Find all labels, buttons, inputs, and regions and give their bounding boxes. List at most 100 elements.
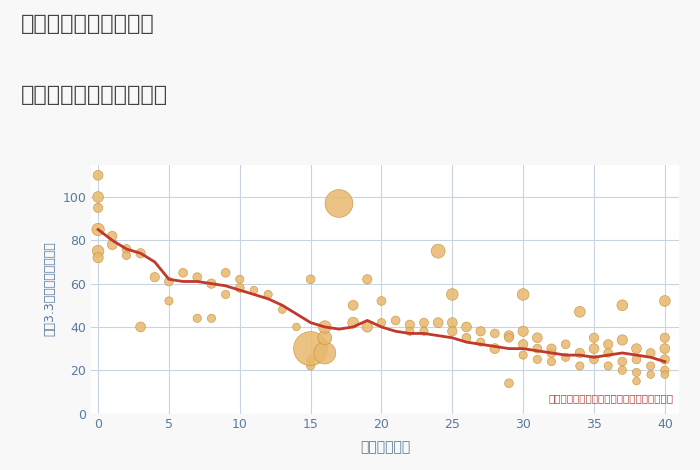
Point: [645, 362, 657, 370]
Point: [532, 345, 543, 352]
Point: [517, 291, 528, 298]
Point: [546, 349, 557, 357]
Point: [532, 356, 543, 363]
Point: [631, 377, 642, 385]
Point: [248, 286, 260, 294]
Point: [560, 341, 571, 348]
Point: [347, 319, 358, 326]
Point: [178, 269, 189, 276]
Point: [517, 328, 528, 335]
Point: [603, 349, 614, 357]
Y-axis label: 坪（3.3㎡）単価（万円）: 坪（3.3㎡）単価（万円）: [43, 242, 57, 337]
Point: [305, 356, 316, 363]
Point: [461, 323, 472, 331]
Point: [305, 362, 316, 370]
Point: [560, 353, 571, 361]
Point: [489, 329, 500, 337]
Text: 築年数別中古戸建て価格: 築年数別中古戸建て価格: [21, 85, 168, 105]
Point: [475, 338, 486, 346]
Point: [503, 332, 514, 339]
Point: [262, 291, 274, 298]
Point: [659, 367, 671, 374]
Point: [617, 358, 628, 365]
Point: [404, 328, 415, 335]
Point: [149, 274, 160, 281]
Point: [433, 247, 444, 255]
Point: [645, 349, 657, 357]
Text: 大阪府寝屋川市高柳の: 大阪府寝屋川市高柳の: [21, 14, 155, 34]
Point: [333, 200, 344, 207]
Point: [532, 334, 543, 342]
Point: [617, 367, 628, 374]
Point: [390, 317, 401, 324]
Point: [376, 297, 387, 305]
Point: [461, 334, 472, 342]
Point: [574, 349, 585, 357]
Point: [234, 275, 246, 283]
Point: [290, 323, 302, 331]
Point: [121, 245, 132, 253]
Point: [362, 275, 373, 283]
Point: [631, 368, 642, 376]
Point: [489, 345, 500, 352]
Point: [362, 323, 373, 331]
Point: [121, 252, 132, 259]
Point: [574, 308, 585, 315]
Point: [234, 284, 246, 292]
Point: [419, 328, 430, 335]
Point: [206, 314, 217, 322]
Text: 円の大きさは、取引のあった物件面積を示す: 円の大きさは、取引のあった物件面積を示す: [548, 394, 673, 404]
Point: [92, 226, 104, 233]
Point: [192, 274, 203, 281]
Point: [135, 250, 146, 257]
Point: [106, 232, 118, 240]
Point: [220, 291, 231, 298]
Point: [419, 319, 430, 326]
Point: [376, 319, 387, 326]
Point: [135, 323, 146, 331]
Point: [319, 323, 330, 331]
Point: [603, 362, 614, 370]
Point: [163, 297, 174, 305]
Point: [574, 362, 585, 370]
Point: [546, 358, 557, 365]
Point: [589, 334, 600, 342]
Point: [603, 341, 614, 348]
Point: [659, 371, 671, 378]
Point: [546, 345, 557, 352]
Point: [503, 334, 514, 342]
Point: [617, 336, 628, 344]
Point: [404, 321, 415, 329]
Point: [276, 306, 288, 313]
Point: [659, 345, 671, 352]
Point: [617, 302, 628, 309]
Point: [220, 269, 231, 276]
Point: [92, 172, 104, 179]
Point: [517, 341, 528, 348]
Point: [319, 349, 330, 357]
X-axis label: 築年数（年）: 築年数（年）: [360, 440, 410, 454]
Point: [589, 356, 600, 363]
Point: [433, 319, 444, 326]
Point: [92, 247, 104, 255]
Point: [106, 241, 118, 249]
Point: [645, 371, 657, 378]
Point: [659, 334, 671, 342]
Point: [589, 345, 600, 352]
Point: [517, 352, 528, 359]
Point: [319, 334, 330, 342]
Point: [659, 297, 671, 305]
Point: [206, 280, 217, 287]
Point: [503, 379, 514, 387]
Point: [631, 345, 642, 352]
Point: [447, 319, 458, 326]
Point: [163, 278, 174, 285]
Point: [92, 193, 104, 201]
Point: [447, 328, 458, 335]
Point: [631, 356, 642, 363]
Point: [305, 275, 316, 283]
Point: [305, 345, 316, 352]
Point: [475, 328, 486, 335]
Point: [92, 204, 104, 212]
Point: [92, 254, 104, 261]
